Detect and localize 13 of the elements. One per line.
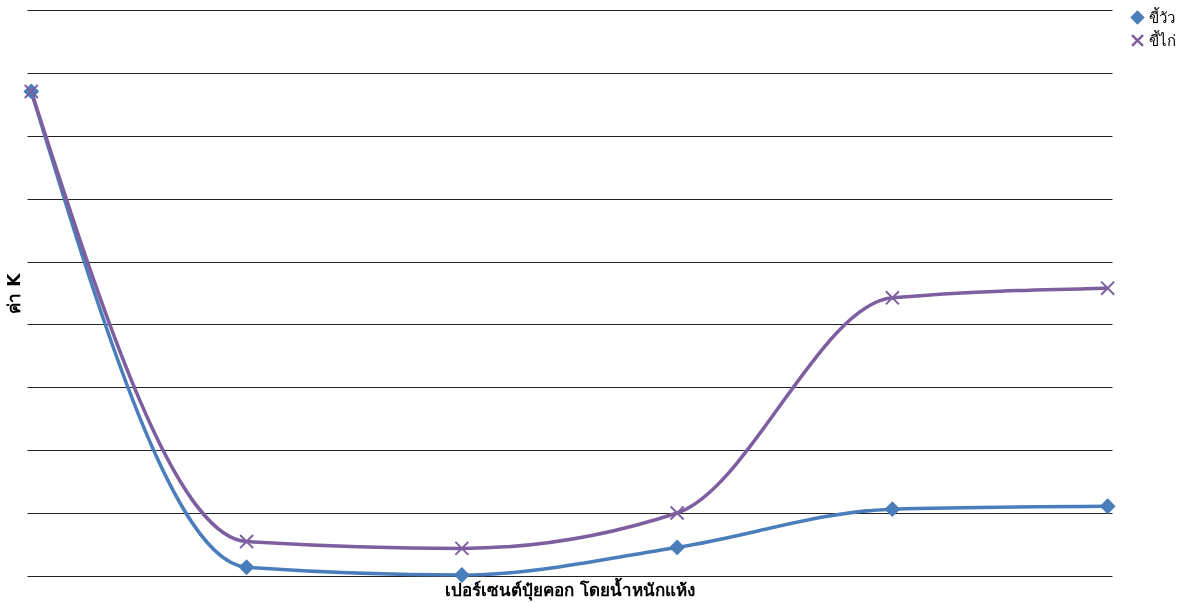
point bbox=[669, 539, 685, 555]
x-axis-title: เปอร์เซนต์ปุ๋ยคอก โดยน้ำหนักแห้ง bbox=[445, 576, 695, 601]
point bbox=[884, 290, 900, 306]
point bbox=[884, 501, 900, 517]
point bbox=[239, 559, 255, 575]
legend-label: ขี้ไก่ bbox=[1149, 29, 1176, 50]
point bbox=[669, 505, 685, 521]
y-axis-title: ค่า K bbox=[3, 272, 24, 314]
point bbox=[454, 540, 470, 556]
legend-label: ขี้วัว bbox=[1149, 6, 1175, 27]
point bbox=[1100, 498, 1116, 514]
point bbox=[239, 534, 255, 550]
point bbox=[1100, 280, 1116, 296]
